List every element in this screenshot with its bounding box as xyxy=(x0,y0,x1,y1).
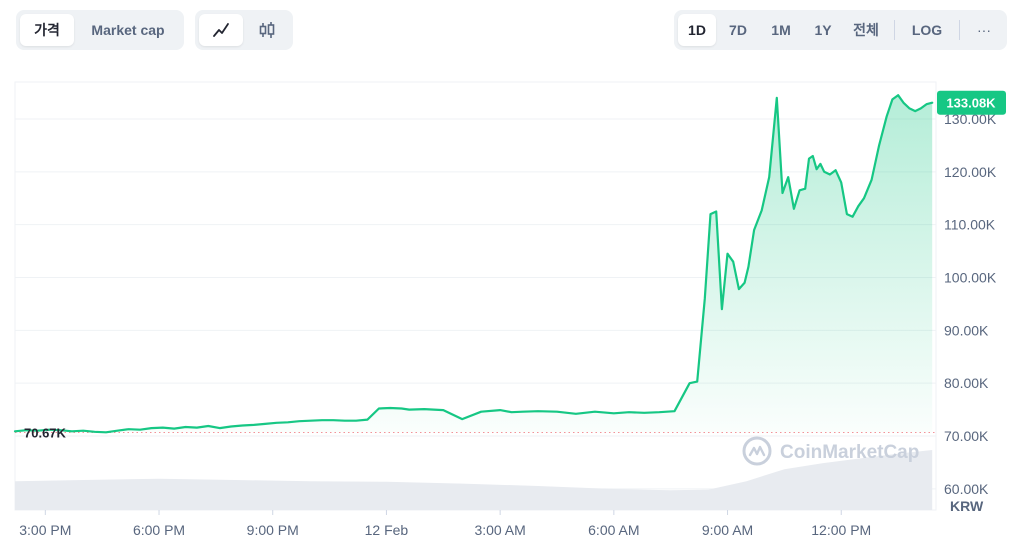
range-1y[interactable]: 1Y xyxy=(814,22,832,38)
divider xyxy=(959,20,960,40)
x-tick-label: 9:00 AM xyxy=(702,522,753,538)
candlestick-button[interactable] xyxy=(245,14,289,46)
y-tick-label: 60.00K xyxy=(944,481,989,497)
y-tick-label: 90.00K xyxy=(944,322,989,338)
log-scale-button[interactable]: LOG xyxy=(911,22,943,38)
x-tick-label: 9:00 PM xyxy=(247,522,299,538)
current-price-badge xyxy=(937,90,1006,115)
metric-tabs: 가격 Market cap xyxy=(16,10,184,50)
y-tick-label: 70.00K xyxy=(944,428,989,444)
range-selector: 1D 7D 1M 1Y 전체 LOG ··· xyxy=(674,10,1007,50)
price-line[interactable] xyxy=(13,94,934,434)
range-1m[interactable]: 1M xyxy=(771,22,791,38)
y-tick-label: 120.00K xyxy=(944,164,997,180)
tab-price[interactable]: 가격 xyxy=(20,14,74,46)
price-area-fill xyxy=(15,95,933,433)
x-tick-label: 6:00 AM xyxy=(588,522,639,538)
range-7d[interactable]: 7D xyxy=(729,22,747,38)
more-options-button[interactable]: ··· xyxy=(977,22,991,38)
coinmarketcap-logo-icon xyxy=(742,436,772,466)
volume-area xyxy=(15,450,933,510)
x-tick-label: 12 Feb xyxy=(365,522,409,538)
watermark-text: CoinMarketCap xyxy=(780,442,919,463)
y-tick-label: 80.00K xyxy=(944,375,989,391)
coinmarketcap-watermark: CoinMarketCap xyxy=(742,436,919,466)
range-1d[interactable]: 1D xyxy=(678,14,716,46)
y-tick-label: 130.00K xyxy=(944,111,997,127)
current-price-label: 133.08K xyxy=(946,96,996,111)
divider xyxy=(894,20,895,40)
open-price-label: 70.67K xyxy=(24,425,67,440)
chart-type-toggle xyxy=(195,10,293,50)
line-chart-button[interactable] xyxy=(199,14,243,46)
range-all[interactable]: 전체 xyxy=(853,22,879,38)
tab-market-cap[interactable]: Market cap xyxy=(91,22,165,38)
y-tick-label: 100.00K xyxy=(944,270,997,286)
x-tick-label: 3:00 AM xyxy=(474,522,525,538)
line-chart-icon xyxy=(213,23,229,37)
y-tick-label: 110.00K xyxy=(944,217,996,233)
x-tick-label: 3:00 PM xyxy=(19,522,71,538)
candlestick-icon xyxy=(259,22,275,38)
x-tick-label: 6:00 PM xyxy=(133,522,185,538)
coinmarketcap-logo-mark xyxy=(748,445,766,457)
x-tick-label: 12:00 PM xyxy=(811,522,871,538)
currency-label: KRW xyxy=(950,498,984,514)
